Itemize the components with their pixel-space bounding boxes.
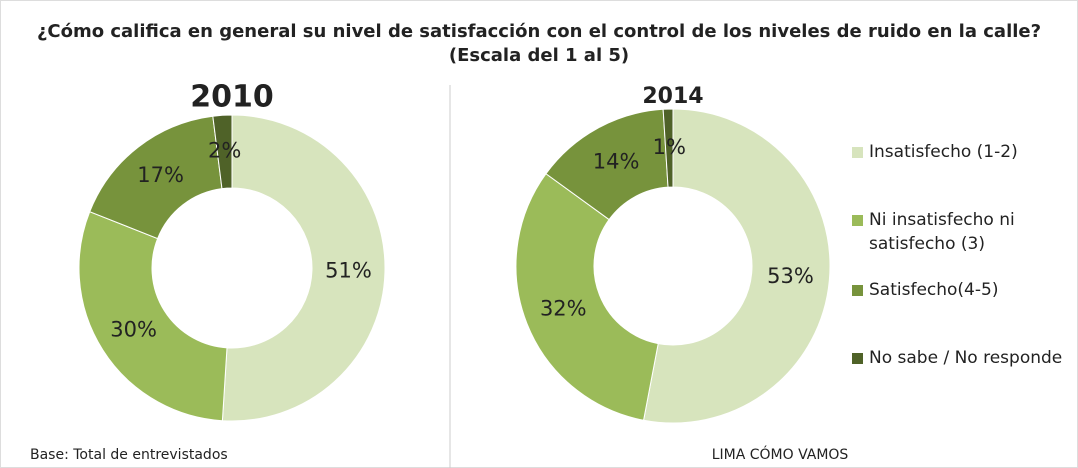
donut-segment [642, 108, 831, 424]
legend-label: Satisfecho(4-5) [869, 280, 999, 300]
legend-label: Ni insatisfecho ni satisfecho (3) [869, 210, 1015, 254]
legend-swatch [852, 147, 863, 158]
donut-segment [78, 211, 228, 422]
value-label: 32% [540, 296, 587, 320]
donut-segment [221, 114, 386, 422]
legend-label: No sabe / No responde [869, 348, 1063, 368]
value-label: 51% [325, 259, 372, 283]
legend-item: No sabe / No responde [852, 346, 1067, 370]
source: LIMA CÓMO VAMOS [712, 445, 849, 463]
value-label: 30% [110, 317, 157, 341]
footnote: Base: Total de entrevistados [30, 447, 228, 463]
donut-title: 2014 [642, 84, 703, 109]
value-label: 1% [653, 135, 686, 159]
donut-title: 2010 [190, 80, 274, 115]
donut-segment [515, 173, 659, 421]
value-label: 2% [208, 139, 241, 163]
value-label: 53% [767, 264, 814, 288]
legend-label: Insatisfecho (1-2) [869, 142, 1018, 162]
legend-item: Satisfecho(4-5) [852, 278, 1067, 302]
chart-title: ¿Cómo califica en general su nivel de sa… [37, 21, 1041, 42]
value-label: 14% [593, 150, 640, 174]
legend-item: Ni insatisfecho ni satisfecho (3) [852, 208, 1067, 256]
donut-segment [212, 114, 233, 190]
legend-swatch [852, 353, 863, 364]
legend-item: Insatisfecho (1-2) [852, 140, 1067, 164]
legend-swatch [852, 215, 863, 226]
value-label: 17% [137, 163, 184, 187]
chart-subtitle: (Escala del 1 al 5) [449, 45, 629, 66]
donut-segment [662, 108, 674, 188]
legend-swatch [852, 285, 863, 296]
